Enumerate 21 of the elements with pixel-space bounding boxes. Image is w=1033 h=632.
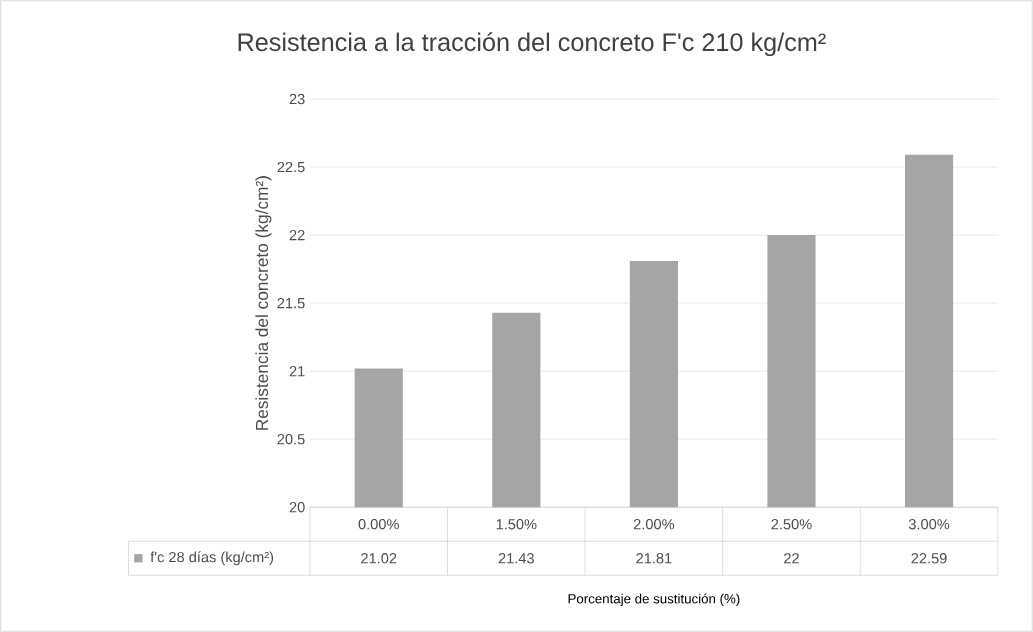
data-label: 22.59 — [911, 553, 947, 564]
y-tick-label: 22.5 — [277, 161, 305, 173]
y-tick-label: 21 — [289, 366, 305, 377]
x-tick-label: 2.50% — [771, 519, 812, 530]
data-label: 21.81 — [636, 553, 672, 564]
data-label: 21.02 — [361, 553, 397, 564]
x-tick-label: 0.00% — [358, 519, 399, 530]
x-tick-label: 1.50% — [496, 519, 537, 530]
x-axis-title: Porcentaje de sustitución (%) — [568, 593, 740, 607]
data-label: 21.43 — [498, 553, 534, 564]
x-tick-label: 3.00% — [908, 519, 950, 530]
y-tick-label: 20.5 — [277, 434, 305, 445]
y-tick-label: 21.5 — [277, 297, 305, 309]
legend-label: f'c 28 días (kg/cm²) — [150, 551, 274, 566]
x-tick-label: 2.00% — [633, 519, 675, 530]
y-axis-title: Resistencia del concreto (kg/cm²) — [255, 176, 272, 430]
chart-title: Resistencia a la tracción del concreto F'c 210 kg/cm² — [238, 32, 826, 57]
y-tick-label: 22 — [289, 230, 305, 241]
y-tick-label: 20 — [289, 502, 305, 513]
data-label: 22 — [784, 553, 799, 564]
y-tick-label: 23 — [289, 93, 305, 105]
